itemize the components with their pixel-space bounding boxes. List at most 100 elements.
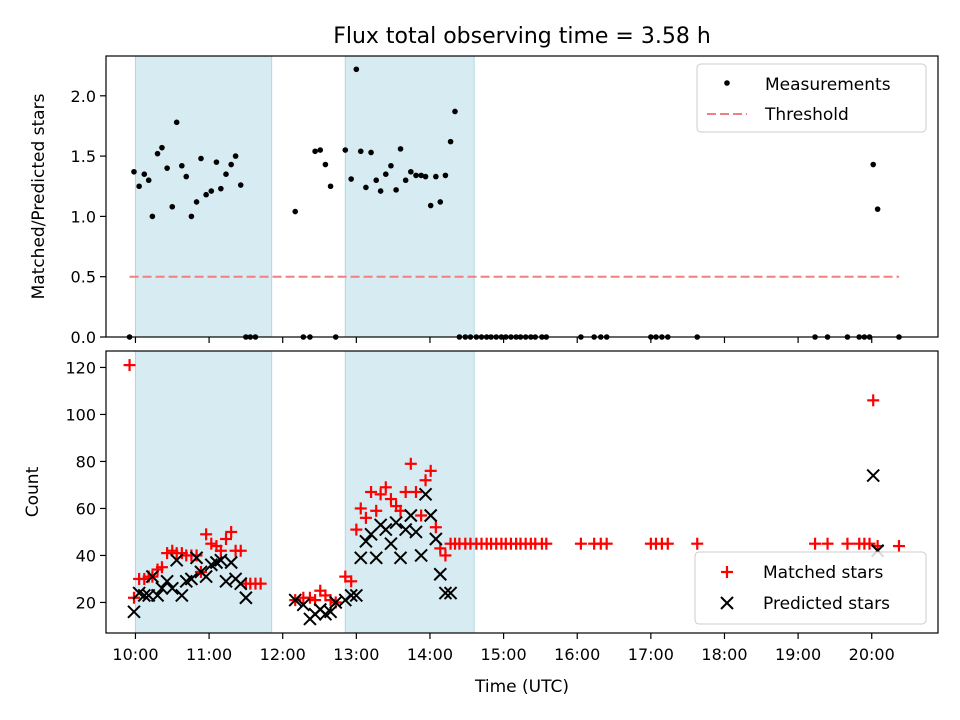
predicted-star-marker [145, 569, 160, 584]
matched-star-marker [123, 359, 136, 372]
matched-star-marker [419, 474, 432, 487]
predicted-star-marker [199, 569, 213, 584]
matched-star-marker [370, 504, 383, 517]
top-panel: 0.00.51.01.52.0 Matched/Predicted stars … [29, 55, 939, 347]
matched-star-marker [374, 488, 387, 501]
matched-star-marker [409, 486, 422, 498]
matched-star-marker [574, 537, 587, 550]
y-tick-label: 0.5 [71, 268, 96, 287]
predicted-star-marker [349, 588, 364, 603]
legend-marker-predicted-stars [720, 596, 734, 610]
predicted-stars-series [127, 468, 885, 626]
matched-star-marker [155, 561, 168, 574]
measurement-point [183, 173, 190, 180]
predicted-star-marker [288, 593, 302, 607]
predicted-star-marker [127, 605, 141, 619]
predicted-star-marker [409, 525, 423, 539]
y-tick-label: 40 [76, 546, 96, 565]
measurement-point [368, 149, 374, 156]
measurement-point [377, 188, 384, 194]
measurement-point [422, 173, 429, 180]
measurement-point [145, 177, 152, 184]
y-tick-label: 100 [65, 405, 96, 424]
matched-star-marker [365, 486, 378, 498]
predicted-star-marker [150, 588, 165, 603]
measurement-point [418, 172, 424, 179]
matched-star-marker [214, 544, 227, 557]
measurement-point [397, 146, 404, 152]
measurement-point [312, 148, 318, 155]
predicted-star-marker [443, 586, 458, 600]
matched-star-marker [220, 533, 233, 545]
measurement-point [427, 202, 434, 209]
measurement-point [342, 147, 349, 153]
bottom-y-axis-label: Count [23, 466, 43, 517]
matched-star-marker [415, 509, 428, 522]
measurement-point [874, 206, 881, 212]
chart-title: Flux total observing time = 3.58 h [333, 24, 711, 49]
measurement-point [232, 153, 239, 159]
matched-star-marker [439, 549, 452, 562]
shaded-interval-1 [134, 350, 273, 634]
x-tick-label: 15:00 [481, 645, 527, 664]
measurement-point [353, 66, 360, 73]
matched-star-marker [867, 394, 880, 407]
matched-star-marker [600, 537, 613, 550]
predicted-star-marker [359, 534, 373, 549]
bottom-panel: 20 40 60 80 100 120 10:00 11:00 12:00 13:00 14:00… [23, 350, 939, 697]
y-tick-label: 20 [76, 593, 96, 612]
measurement-point [208, 188, 215, 194]
matched-star-marker [892, 540, 905, 553]
legend-label-threshold: Threshold [764, 105, 849, 125]
measurement-point [188, 213, 195, 220]
matched-star-marker [863, 537, 876, 550]
top-y-axis: 0.0 0.5 1.0 1.5 2.0 [71, 87, 106, 347]
measurement-point [131, 168, 137, 175]
predicted-star-marker [384, 536, 398, 551]
shaded-interval-1 [134, 55, 273, 338]
predicted-star-marker [414, 548, 428, 563]
matched-star-marker [404, 457, 417, 470]
predicted-star-marker [224, 555, 238, 570]
top-legend-box [696, 63, 927, 133]
matched-star-marker [691, 537, 704, 550]
y-tick-label: 2.0 [71, 87, 96, 106]
predicted-star-marker [160, 574, 174, 589]
predicted-star-marker [214, 553, 228, 567]
x-tick-label: 20:00 [849, 645, 895, 664]
x-tick-label: 11:00 [186, 645, 232, 664]
predicted-star-marker [184, 572, 199, 586]
measurement-point [447, 138, 454, 145]
x-tick-label: 18:00 [701, 645, 747, 664]
measurement-point [179, 162, 185, 169]
predicted-star-marker [155, 581, 169, 596]
predicted-star-marker [404, 508, 418, 523]
matched-star-marker [190, 549, 203, 562]
measurement-point [223, 171, 229, 177]
measurement-point [357, 148, 364, 155]
matched-star-marker [205, 537, 218, 550]
top-legend: Measurements Threshold [696, 63, 927, 133]
measurement-point [173, 119, 180, 126]
matched-star-marker [399, 486, 412, 498]
measurement-point [327, 183, 334, 190]
matched-star-marker [429, 521, 442, 534]
matched-star-marker [540, 537, 553, 550]
top-shaded-regions [134, 55, 475, 338]
measurement-point [164, 165, 170, 171]
bottom-plot-frame [105, 350, 939, 634]
bottom-x-axis: 10:00 11:00 12:00 13:00 14:00 15:00 16:00 17:00… [112, 633, 895, 664]
measurement-point [213, 159, 220, 165]
x-tick-label: 10:00 [112, 645, 158, 664]
matched-star-marker [359, 511, 372, 524]
measurement-point [442, 172, 449, 179]
measurement-point [198, 155, 204, 162]
predicted-star-marker [866, 468, 880, 483]
matched-star-marker [384, 493, 397, 506]
predicted-star-marker [354, 551, 368, 565]
matched-star-marker [303, 591, 316, 604]
predicted-star-marker [423, 508, 438, 523]
measurement-point [292, 208, 299, 215]
predicted-star-marker [429, 532, 443, 546]
predicted-star-marker [137, 588, 151, 603]
